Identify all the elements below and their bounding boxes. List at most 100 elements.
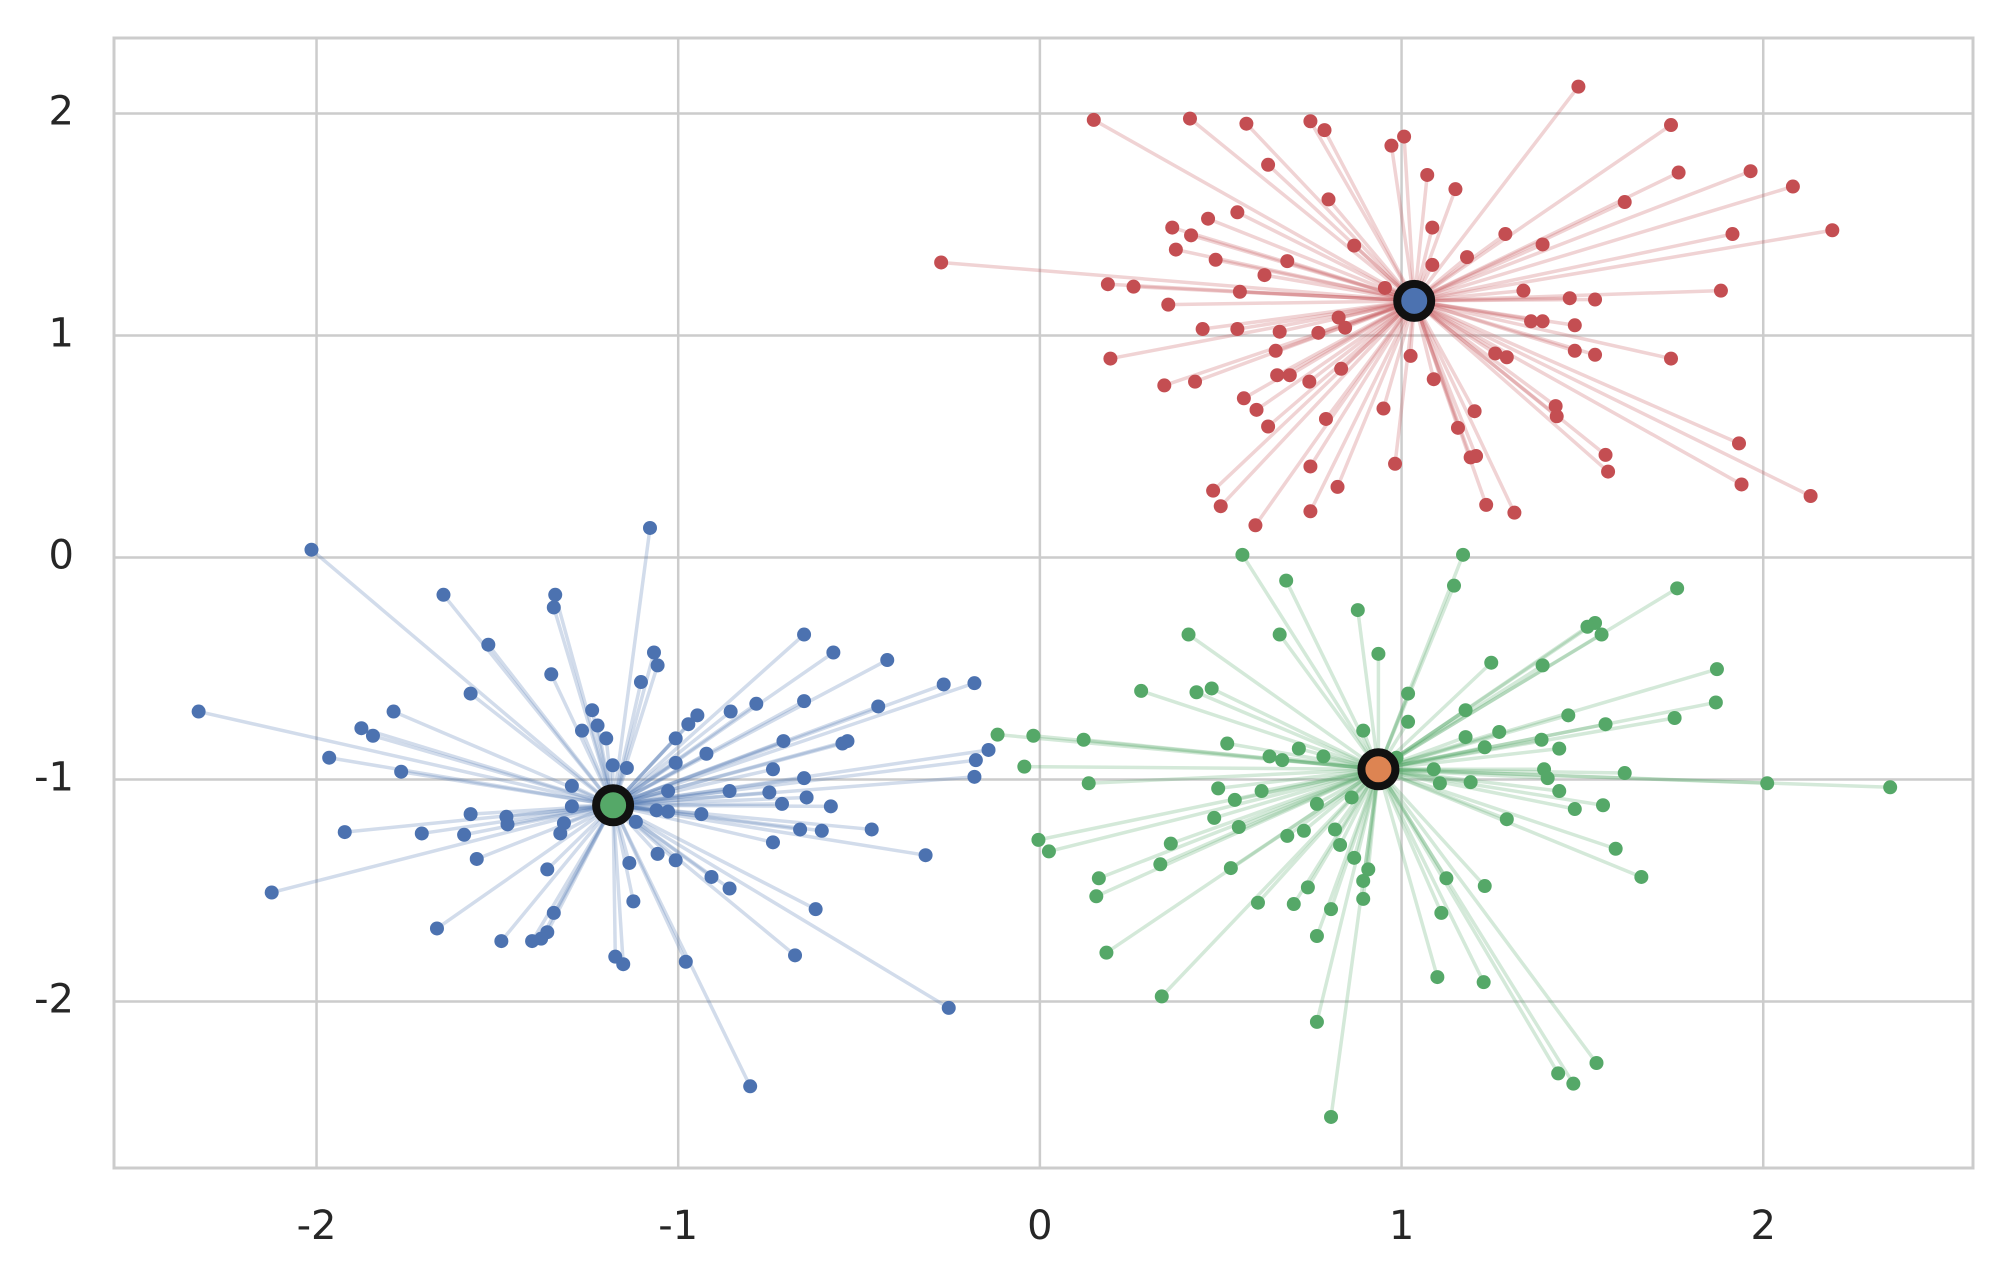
point bbox=[1189, 685, 1204, 700]
link-line bbox=[1237, 299, 1415, 331]
link-line bbox=[612, 803, 817, 911]
link-line bbox=[1194, 299, 1415, 384]
point bbox=[365, 728, 380, 743]
point bbox=[723, 704, 738, 719]
point bbox=[1309, 1014, 1324, 1029]
point bbox=[1188, 374, 1203, 389]
point bbox=[661, 784, 676, 799]
point bbox=[1328, 822, 1343, 837]
point bbox=[414, 826, 429, 841]
point bbox=[1204, 681, 1219, 696]
link-line bbox=[1378, 767, 1768, 786]
point bbox=[1230, 205, 1245, 220]
point bbox=[1195, 322, 1210, 337]
point bbox=[1488, 346, 1503, 361]
point bbox=[699, 746, 714, 761]
link-line bbox=[1187, 633, 1380, 771]
link-line bbox=[435, 803, 615, 930]
point bbox=[1803, 488, 1818, 503]
point bbox=[1549, 409, 1564, 424]
point bbox=[1566, 1076, 1581, 1091]
link-line bbox=[1413, 299, 1743, 486]
link-line bbox=[1413, 299, 1558, 418]
point bbox=[871, 699, 886, 714]
link-line bbox=[997, 732, 1379, 772]
link-line bbox=[1188, 117, 1416, 303]
point bbox=[546, 905, 561, 920]
point bbox=[386, 704, 401, 719]
point bbox=[633, 675, 648, 690]
point bbox=[765, 762, 780, 777]
point bbox=[1272, 324, 1287, 339]
point bbox=[1223, 861, 1238, 876]
link-line bbox=[1288, 299, 1416, 377]
point bbox=[1321, 192, 1336, 207]
point bbox=[590, 718, 605, 733]
link-line bbox=[421, 803, 614, 836]
point bbox=[1280, 828, 1295, 843]
link-line bbox=[463, 803, 614, 837]
point bbox=[1743, 164, 1758, 179]
point bbox=[1388, 456, 1403, 471]
link-line bbox=[1413, 228, 1833, 303]
point bbox=[1318, 411, 1333, 426]
point bbox=[322, 750, 337, 765]
point bbox=[1291, 741, 1306, 756]
link-line bbox=[612, 704, 879, 807]
point bbox=[704, 869, 719, 884]
point bbox=[1507, 505, 1522, 520]
point bbox=[650, 658, 665, 673]
point bbox=[1153, 857, 1168, 872]
point bbox=[1086, 112, 1101, 127]
point bbox=[1708, 695, 1723, 710]
link-line bbox=[530, 804, 615, 943]
link-line bbox=[1378, 767, 1891, 790]
link-line bbox=[400, 769, 614, 807]
point bbox=[1280, 254, 1295, 269]
point bbox=[1356, 891, 1371, 906]
centers bbox=[592, 279, 1436, 827]
point bbox=[694, 807, 709, 822]
point bbox=[429, 921, 444, 936]
point bbox=[544, 667, 559, 682]
link-line bbox=[1413, 299, 1543, 324]
link-line bbox=[1377, 667, 1718, 771]
point bbox=[1524, 314, 1539, 329]
point bbox=[540, 862, 555, 877]
point bbox=[967, 676, 982, 691]
point bbox=[649, 803, 664, 818]
x-tick-label: 0 bbox=[1027, 1203, 1052, 1249]
point bbox=[1479, 497, 1494, 512]
point bbox=[264, 885, 279, 900]
center-ring bbox=[1357, 748, 1400, 791]
link-line bbox=[941, 260, 1415, 303]
point bbox=[941, 1000, 956, 1015]
link-line bbox=[1255, 299, 1416, 412]
point bbox=[1333, 837, 1348, 852]
point bbox=[1425, 220, 1440, 235]
point bbox=[337, 825, 352, 840]
link-line bbox=[1377, 663, 1544, 771]
point bbox=[678, 954, 693, 969]
link-line bbox=[1413, 232, 1733, 303]
point bbox=[304, 542, 319, 557]
point bbox=[1303, 504, 1318, 519]
point bbox=[808, 902, 823, 917]
link-line bbox=[1413, 170, 1680, 303]
link-line bbox=[1412, 300, 1478, 457]
point bbox=[1356, 873, 1371, 888]
points bbox=[191, 79, 1898, 1124]
point bbox=[1230, 322, 1245, 337]
link-line bbox=[1239, 290, 1415, 303]
link-line bbox=[613, 803, 831, 809]
point bbox=[1235, 547, 1250, 562]
point bbox=[1168, 242, 1183, 257]
point bbox=[1450, 420, 1465, 435]
point bbox=[599, 731, 614, 746]
link-line bbox=[1308, 120, 1416, 302]
point bbox=[1356, 723, 1371, 738]
link-line bbox=[1413, 169, 1752, 303]
point bbox=[765, 835, 780, 850]
point bbox=[553, 826, 568, 841]
link-line bbox=[469, 692, 615, 807]
